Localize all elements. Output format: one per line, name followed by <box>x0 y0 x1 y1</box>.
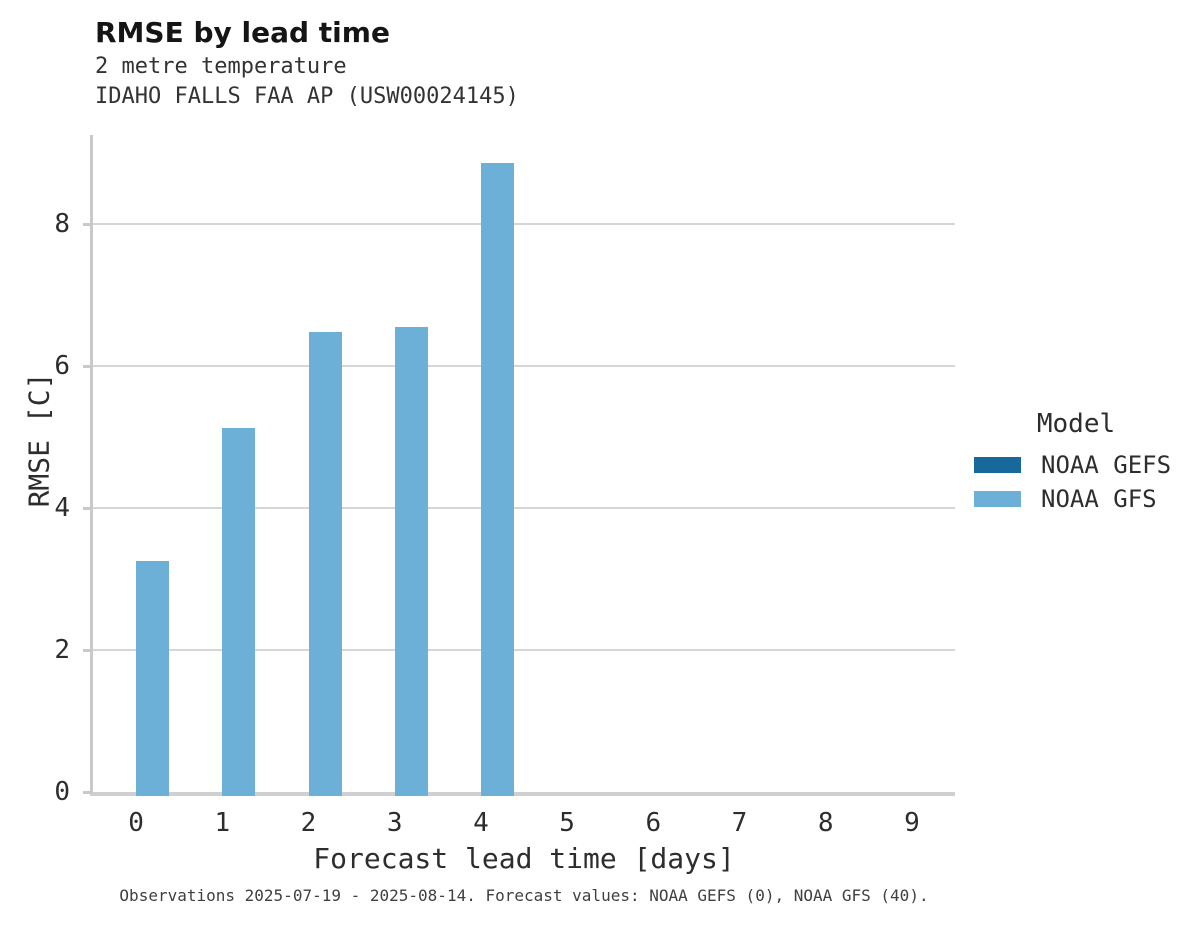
y-tick-mark <box>83 506 93 510</box>
y-tick-label: 4 <box>54 493 70 524</box>
y-tick-mark <box>83 364 93 368</box>
y-axis-spine <box>90 135 93 796</box>
bar-noaa-gfs-lead-3 <box>394 326 428 796</box>
y-axis-label: RMSE [C] <box>22 372 56 508</box>
x-tick-label: 4 <box>473 808 489 838</box>
legend-item: NOAA GEFS <box>962 448 1190 482</box>
x-axis-baseline <box>90 792 955 796</box>
y-tick-mark <box>83 648 93 652</box>
bar-noaa-gfs-lead-4 <box>480 162 514 796</box>
x-tick-label: 1 <box>214 808 231 838</box>
legend-swatch-noaa-gefs <box>974 457 1021 473</box>
gridline <box>93 507 955 510</box>
gridline <box>93 365 955 368</box>
legend-swatch-noaa-gfs <box>974 491 1021 507</box>
x-tick-label: 8 <box>817 808 834 838</box>
bar-noaa-gfs-lead-1 <box>222 428 256 796</box>
x-tick-label: 7 <box>731 808 748 838</box>
legend: Model NOAA GEFS NOAA GFS <box>962 408 1190 516</box>
subtitle-station: IDAHO FALLS FAA AP (USW00024145) <box>95 84 519 109</box>
y-tick-label: 8 <box>54 209 70 240</box>
footer-note: Observations 2025-07-19 - 2025-08-14. Fo… <box>119 886 929 905</box>
legend-item: NOAA GFS <box>962 482 1190 516</box>
legend-item-label: NOAA GEFS <box>1041 451 1172 479</box>
x-tick-label: 5 <box>559 808 575 838</box>
x-tick-label: 6 <box>645 808 662 838</box>
y-tick-label: 2 <box>54 635 70 666</box>
subtitle-variable: 2 metre temperature <box>95 54 347 79</box>
page-title: RMSE by lead time <box>95 16 390 49</box>
legend-title: Model <box>1036 409 1116 439</box>
gridline <box>93 649 955 652</box>
y-tick-label: 0 <box>54 777 70 807</box>
legend-item-label: NOAA GFS <box>1041 485 1157 513</box>
x-tick-label: 3 <box>386 808 403 838</box>
y-tick-mark <box>83 222 93 226</box>
y-tick-mark <box>83 790 93 794</box>
x-tick-label: 9 <box>904 808 920 838</box>
y-tick-label: 6 <box>54 351 70 382</box>
bar-noaa-gfs-lead-0 <box>136 560 170 796</box>
x-tick-label: 0 <box>128 808 144 838</box>
bar-noaa-gfs-lead-2 <box>308 332 342 796</box>
plot-area: 0 2 4 6 8 0 1 2 3 4 5 6 7 8 9 <box>54 135 955 838</box>
x-tick-label: 2 <box>300 808 317 838</box>
gridline <box>93 223 955 226</box>
x-axis-label: Forecast lead time [days] <box>313 842 735 875</box>
